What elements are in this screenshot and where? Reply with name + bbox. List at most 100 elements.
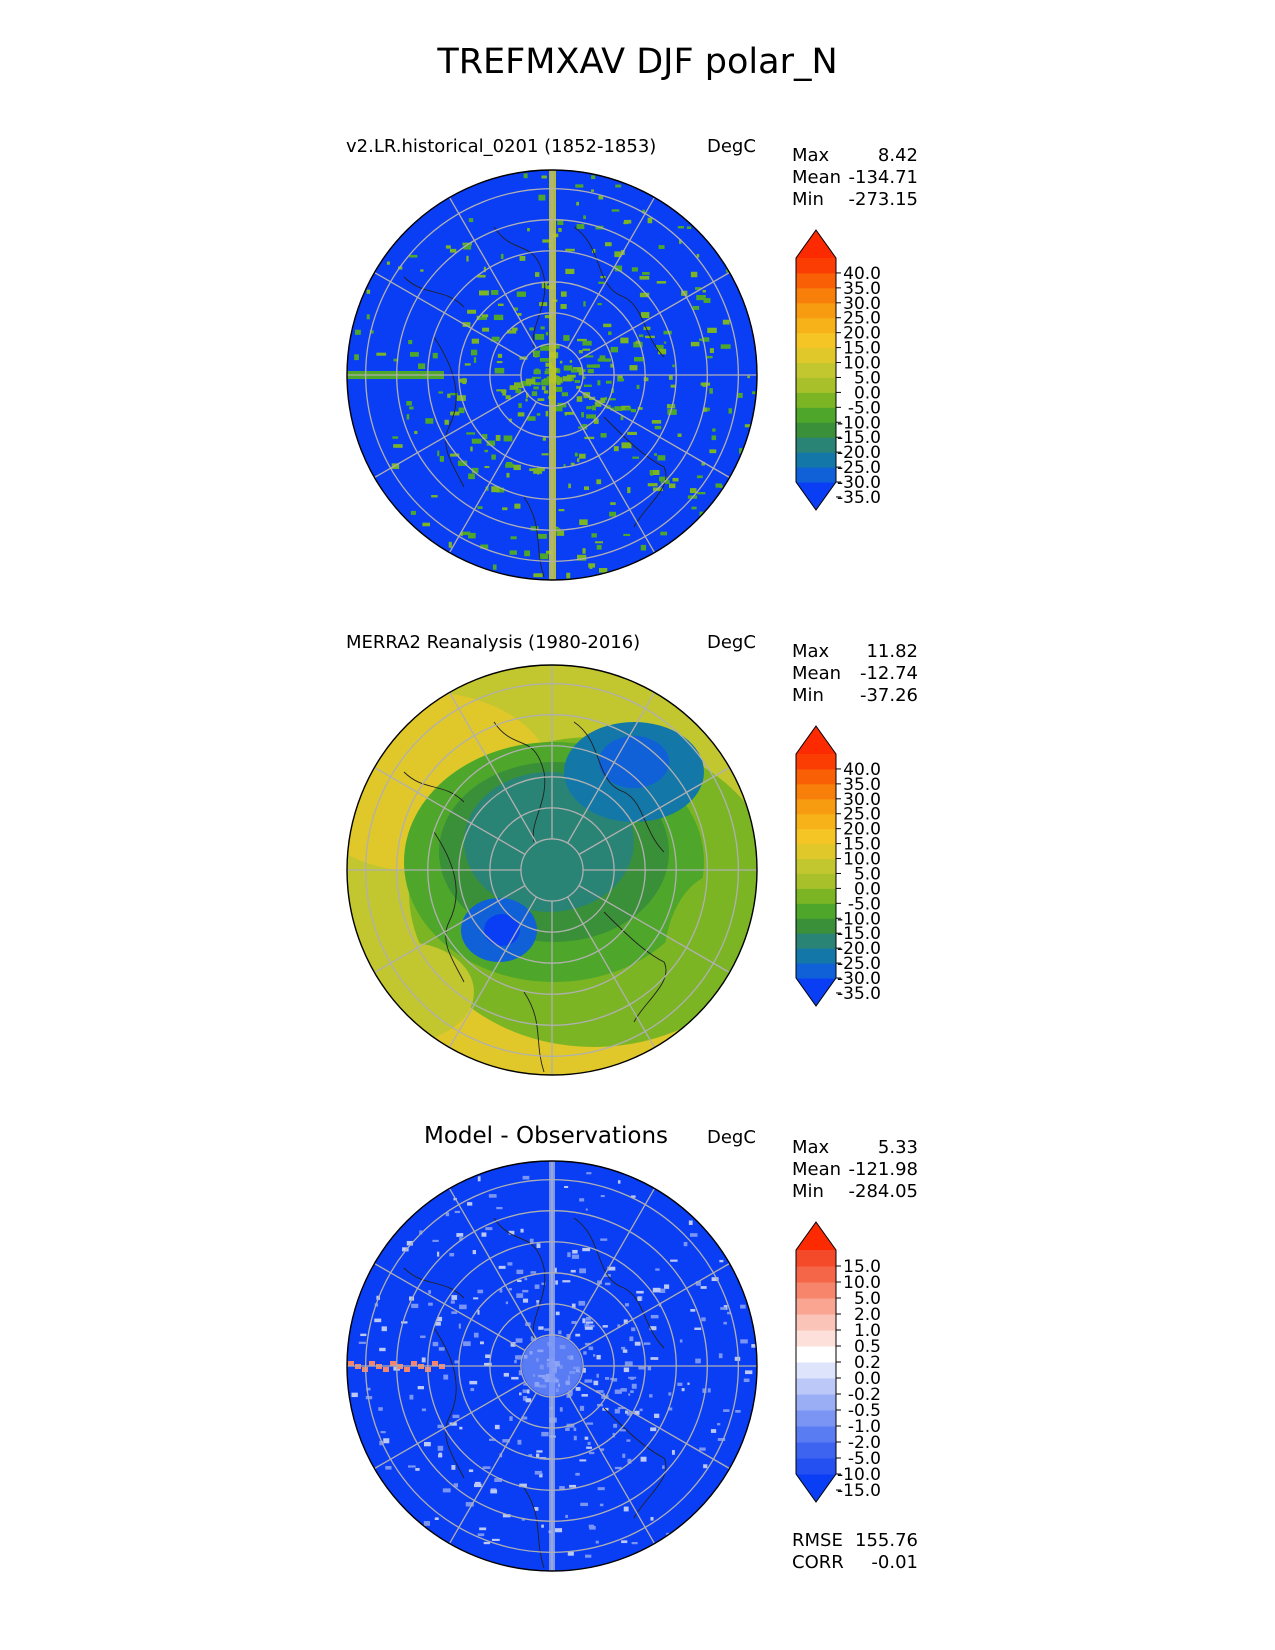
map-patch [566,374,576,378]
map-patch [700,1286,707,1289]
map-patch [524,1277,528,1281]
stat-label: Mean [792,663,842,684]
map-patch [491,1538,500,1541]
map-patch [639,275,650,280]
map-patch [517,412,525,417]
map-patch [584,1342,591,1346]
map-patch [418,363,426,369]
colorbar-segment [796,362,836,378]
map-patch [627,431,637,436]
map-patch [360,1333,367,1337]
map-patch [526,392,529,398]
colorbar-segment [796,813,836,830]
colorbar-segment [796,873,836,889]
map-graticule [347,1161,757,1571]
coastline [403,771,465,803]
map-patch [683,1241,688,1247]
map-patch [687,1382,690,1385]
map-patch [477,1176,481,1182]
colorbar-tick-label: -5.0 [848,1449,881,1469]
map-patch [584,1323,590,1328]
map-patch [565,1427,570,1431]
map-patch [640,544,647,551]
map-patch [720,1307,727,1310]
map-patch [623,219,632,224]
map-patch [735,1409,741,1413]
map-patch [488,1194,497,1198]
map-patch [555,1311,560,1316]
colorbar-tick-label: 10.0 [843,850,881,870]
map-patch [462,322,471,327]
map-patch [514,503,521,509]
map-patch [603,323,612,328]
map-patch [589,1525,596,1530]
map-patch [652,1287,661,1293]
map-patch [358,1341,366,1344]
map-patch [670,1259,678,1262]
map-patch [428,1290,432,1294]
map-patch [623,533,631,537]
map-patch [409,352,419,357]
colorbar-tick-label: -35.0 [837,488,881,508]
coastline [493,721,546,843]
map-patch [593,1354,596,1357]
map-patch [445,1212,450,1217]
map-patch [629,365,638,371]
colorbar-tick-label: 15.0 [843,339,881,359]
colorbar-outline [795,725,837,1007]
map-patch [593,418,599,424]
figure-title: TREFMXAV DJF polar_N [437,42,838,82]
map-patch [483,266,486,273]
colorbar-extension-low [796,978,836,1006]
map-patch [569,1484,577,1488]
colorbar-segment [796,918,836,934]
map-patch [541,1431,549,1437]
map-patch [623,1319,628,1325]
map-patch [480,544,489,549]
map-patch [457,460,468,466]
colorbar-tick-label: 40.0 [843,760,881,780]
map-patch [419,1230,423,1235]
map-patch [600,1238,608,1241]
map-patch [355,329,361,335]
map-patch [449,1253,455,1257]
colorbar-tick-label: -15.0 [837,1481,881,1501]
map-patch [565,248,575,252]
longitude-line [578,1262,730,1352]
map-positive-patch [383,1367,389,1372]
map-patch [642,271,650,275]
stat-min-value: -284.05 [848,1181,918,1202]
map-patch [541,380,549,386]
stat-max-value: 5.33 [877,1137,918,1158]
colorbar-segment [796,1266,836,1283]
map-patch [438,1347,445,1351]
map-patch [536,1453,540,1458]
map-patch [420,269,424,272]
stat-min-value: -273.15 [848,189,918,210]
map-patch [625,407,632,411]
map-patch [478,290,489,296]
map-patch [402,1247,409,1252]
map-patch [620,337,629,344]
map-patch [658,245,665,249]
map-patch [502,507,508,511]
map-patch [634,1410,640,1415]
colorbar-tick-label: 0.5 [854,1337,881,1357]
map-patch [537,398,545,402]
panel-2-title: MERRA2 Reanalysis (1980-2016) [346,632,641,653]
map-patch [591,405,597,411]
map-patch [523,173,528,179]
map-patch [571,1303,576,1309]
map-patch [522,1389,527,1393]
map-patch [422,522,431,527]
map-patch [596,1390,604,1393]
map-patch [751,1344,756,1348]
map-patch [717,1438,726,1441]
colorbar-segment [796,1282,836,1299]
map-patch [439,455,444,462]
map-patch [658,348,667,355]
longitude-line [374,389,526,479]
map-patch [553,344,560,349]
coastline [433,1327,465,1479]
map-patch [555,526,559,530]
